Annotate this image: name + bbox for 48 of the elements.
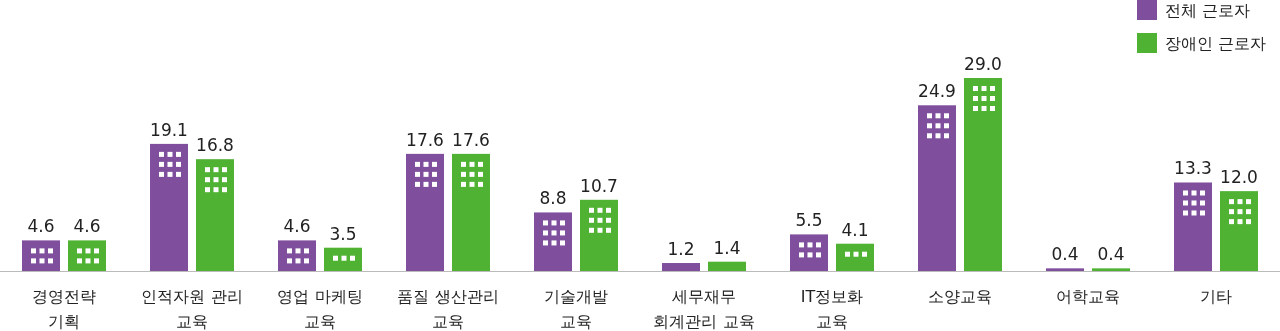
bar: [836, 243, 874, 271]
data-label: 4.6: [73, 216, 101, 237]
data-label: 0.4: [1097, 244, 1125, 265]
x-tick-label: 세무재무 회계관리 교육: [653, 287, 755, 331]
legend-label: 전체 근로자: [1165, 1, 1251, 20]
bar: [406, 153, 444, 271]
data-label: 3.5: [329, 223, 357, 244]
bar: [452, 153, 490, 271]
data-label: 8.8: [539, 188, 567, 209]
bar: [708, 261, 746, 271]
data-label: 10.7: [580, 175, 618, 196]
data-label: 4.6: [27, 216, 55, 237]
data-label: 29.0: [964, 54, 1002, 74]
bar: [1174, 182, 1212, 271]
x-tick-label: 영업 마케팅 교육: [277, 287, 363, 331]
data-label: 16.8: [196, 135, 234, 156]
data-label: 17.6: [452, 129, 490, 150]
x-tick-label: 경영전략 기획: [32, 287, 96, 331]
bar: [1046, 268, 1084, 271]
data-label: 0.4: [1051, 244, 1079, 265]
x-tick-label: 인적자원 관리 교육: [141, 287, 243, 331]
data-label: 4.1: [841, 219, 869, 240]
data-label: 24.9: [918, 81, 956, 102]
data-label: 12.0: [1220, 167, 1258, 188]
bar: [324, 247, 362, 271]
data-label: 19.1: [150, 119, 188, 140]
x-tick-label: 소양교육: [928, 287, 992, 306]
x-tick-label: 기술개발 교육: [544, 287, 608, 331]
legend-label: 장애인 근로자: [1165, 34, 1267, 53]
data-label: 4.6: [283, 216, 311, 237]
data-label: 13.3: [1174, 158, 1212, 179]
data-label: 5.5: [795, 210, 823, 231]
bar: [918, 105, 956, 271]
x-tick-label: 품질 생산관리 교육: [397, 287, 499, 331]
bar: [150, 143, 188, 271]
bar: [1220, 191, 1258, 271]
bar: [580, 199, 618, 271]
bar: [662, 263, 700, 271]
bar: [1092, 268, 1130, 271]
bar: [196, 159, 234, 271]
x-tick-label: IT정보화 교육: [800, 287, 864, 331]
bar: [964, 78, 1002, 271]
data-label: 1.2: [667, 239, 695, 260]
data-label: 1.4: [713, 237, 741, 258]
x-tick-label: 기타: [1200, 287, 1232, 306]
data-label: 17.6: [406, 129, 444, 150]
bar: [534, 212, 572, 271]
x-tick-label: 어학교육: [1056, 287, 1120, 306]
